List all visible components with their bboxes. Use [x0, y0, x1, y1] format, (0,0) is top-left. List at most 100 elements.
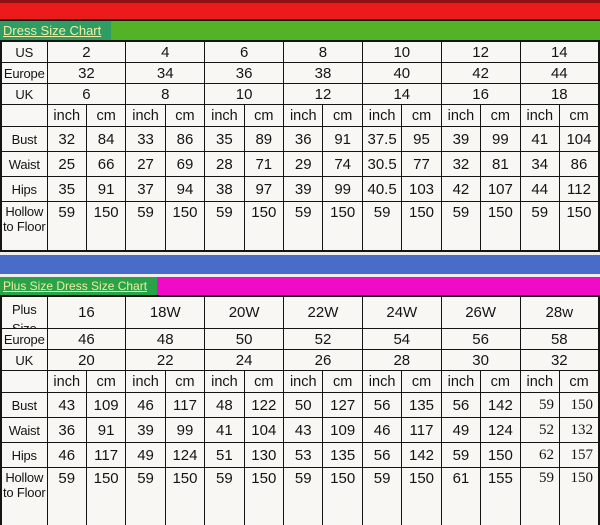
table-cell: inch [125, 104, 166, 127]
table-cell: cm [322, 104, 363, 127]
table-row: Plus Size1618W20W22W24W26W28w [0, 295, 600, 329]
table-cell: 40.5 [361, 176, 403, 202]
table-cell: inch [519, 370, 560, 393]
table-cell: 16 [46, 295, 127, 329]
table-cell: cm [322, 370, 363, 393]
table-cell: 8 [125, 83, 206, 105]
table-cell: 99 [480, 126, 521, 152]
table-cell: 48 [204, 392, 245, 418]
table-cell: 77 [401, 151, 442, 177]
table-cell: 104 [558, 126, 600, 152]
table-cell: inch [125, 370, 166, 393]
table-cell: 117 [401, 417, 442, 443]
table-cell: 122 [243, 392, 285, 418]
table-cell: 109 [322, 417, 363, 443]
table-cell: 51 [204, 442, 245, 468]
table-cell: 59 [519, 201, 560, 252]
table-row: inch cm inch cm inch cm inch cm inch cm inch cm inch… [0, 104, 600, 127]
table-cell: 46 [361, 417, 403, 443]
table-cell: 109 [85, 392, 127, 418]
row-label: Hips [0, 176, 48, 202]
table-cell: 95 [401, 126, 442, 152]
table-cell: 30.5 [361, 151, 403, 177]
table-cell: 10 [204, 83, 285, 105]
standard-chart-title: Dress Size Chart [0, 21, 112, 40]
table-cell: cm [480, 370, 521, 393]
table-cell: 14 [361, 83, 442, 105]
table-cell: 59 [125, 201, 166, 252]
table-cell: 41 [204, 417, 245, 443]
table-cell: 150 [164, 467, 206, 525]
standard-size-table: US 2 4 6 8 10 12 14 Europe 32 34 36 38 40 42 44 UK 6 8 10 12… [0, 40, 600, 252]
table-cell: 130 [243, 442, 285, 468]
row-label: Hips [0, 442, 48, 468]
table-row: US 2 4 6 8 10 12 14 [0, 40, 600, 63]
table-cell: 32 [519, 349, 600, 371]
table-cell: 49 [440, 417, 482, 443]
table-cell: 112 [558, 176, 600, 202]
table-cell: 26W [440, 295, 521, 329]
table-cell: 38 [283, 62, 363, 84]
table-cell: 43 [283, 417, 324, 443]
table-cell: 52 [519, 417, 560, 443]
table-cell: 59 [440, 442, 482, 468]
table-cell: inch [204, 370, 245, 393]
table-cell: 117 [164, 392, 206, 418]
table-cell: 44 [519, 62, 600, 84]
table-cell: 48 [125, 328, 206, 350]
table-cell: 59 [46, 467, 87, 525]
table-cell: 86 [164, 126, 206, 152]
table-cell: inch [204, 104, 245, 127]
table-cell: 8 [283, 40, 363, 63]
table-cell: 150 [558, 392, 600, 418]
plus-size-table: Plus Size1618W20W22W24W26W28wEurope46485… [0, 295, 600, 525]
table-cell: 94 [164, 176, 206, 202]
table-cell: 39 [125, 417, 166, 443]
table-cell: 103 [401, 176, 442, 202]
table-cell: 26 [283, 349, 363, 371]
table-cell: 150 [243, 201, 285, 252]
table-cell: 37.5 [361, 126, 403, 152]
table-cell: cm [480, 104, 521, 127]
standard-chart-title-bar: Dress Size Chart [0, 21, 600, 40]
row-label: Bust [0, 392, 48, 418]
table-cell: 61 [440, 467, 482, 525]
row-label: Waist [0, 151, 48, 177]
table-cell: 30 [440, 349, 521, 371]
table-cell: 157 [558, 442, 600, 468]
table-cell: 10 [361, 40, 442, 63]
table-cell: 150 [480, 201, 521, 252]
table-cell: cm [85, 104, 127, 127]
table-cell: 58 [519, 328, 600, 350]
table-cell: 150 [480, 442, 521, 468]
table-cell: 91 [322, 126, 363, 152]
table-cell: 33 [125, 126, 166, 152]
row-label: Waist [0, 417, 48, 443]
table-cell: 104 [243, 417, 285, 443]
table-cell: 46 [125, 392, 166, 418]
table-cell: 32 [46, 126, 87, 152]
table-cell: 150 [558, 467, 600, 525]
table-cell: 150 [85, 467, 127, 525]
table-cell: inch [361, 104, 403, 127]
plus-chart-title-bar: Plus Size Dress Size Chart [0, 277, 600, 295]
table-cell: 50 [283, 392, 324, 418]
table-cell: 32 [46, 62, 127, 84]
table-cell: inch [440, 370, 482, 393]
table-cell: 56 [361, 392, 403, 418]
table-cell: 117 [85, 442, 127, 468]
table-row: Europe 46 48 50 52 54 56 58 [0, 328, 600, 350]
table-cell: 56 [361, 442, 403, 468]
table-cell: 132 [558, 417, 600, 443]
table-cell: 150 [401, 201, 442, 252]
table-cell: 91 [85, 417, 127, 443]
table-cell: 36 [46, 417, 87, 443]
table-cell: 150 [243, 467, 285, 525]
table-cell: 18W [125, 295, 206, 329]
table-cell: 18 [519, 83, 600, 105]
table-cell: 155 [480, 467, 521, 525]
table-cell: 43 [46, 392, 87, 418]
table-cell: 59 [440, 201, 482, 252]
table-cell: 35 [204, 126, 245, 152]
table-cell: 97 [243, 176, 285, 202]
